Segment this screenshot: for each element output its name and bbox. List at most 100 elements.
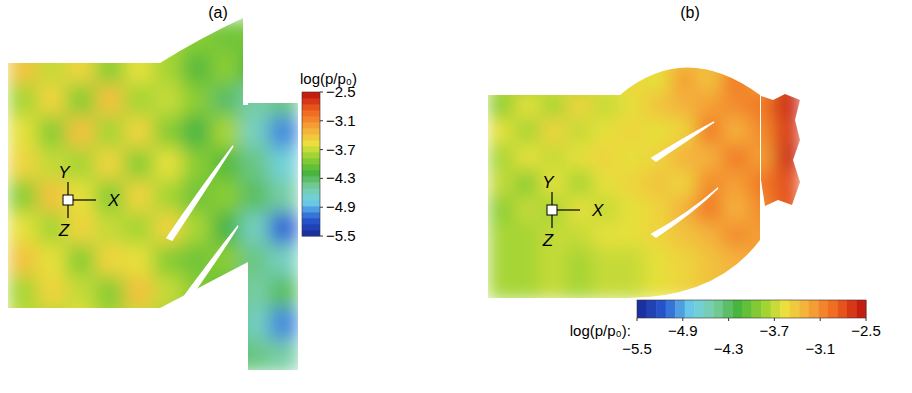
cell (540, 274, 567, 301)
cell (488, 92, 515, 119)
cell (95, 340, 125, 373)
cell (696, 66, 723, 93)
cell (514, 248, 541, 275)
cell (95, 84, 125, 117)
cell (618, 170, 645, 197)
colorbar-band (666, 300, 676, 318)
colorbar-band (742, 300, 752, 318)
cell (8, 116, 38, 149)
cell (618, 196, 645, 223)
colorbar-tick-label: −5.5 (326, 227, 356, 244)
cell (774, 248, 801, 275)
cell (95, 244, 125, 277)
colorbar-tick (320, 149, 323, 150)
colorbar-tick (320, 236, 323, 237)
cell (8, 180, 38, 213)
cell (95, 52, 125, 85)
panel-label: (a) (208, 4, 228, 21)
cell (618, 92, 645, 119)
colorbar-band (302, 200, 320, 206)
colorbar-tick (728, 318, 729, 321)
cell (670, 170, 697, 197)
cell (566, 92, 593, 119)
axis-label: X (591, 201, 604, 220)
cells (8, 20, 299, 373)
panel-label: (b) (680, 4, 700, 21)
cell (124, 340, 154, 373)
cell (153, 180, 183, 213)
cell (66, 52, 96, 85)
cell (8, 340, 38, 373)
cell (774, 170, 801, 197)
colorbar-band (790, 300, 800, 318)
cell (670, 40, 697, 67)
cell (566, 40, 593, 67)
cell (748, 196, 775, 223)
cell (748, 144, 775, 171)
cell (514, 170, 541, 197)
colorbar-band (302, 110, 320, 116)
cell (696, 170, 723, 197)
cell (592, 222, 619, 249)
cell (514, 274, 541, 301)
cell (66, 340, 96, 373)
cell (540, 248, 567, 275)
cell (269, 52, 299, 85)
cell (748, 274, 775, 301)
cell (37, 340, 67, 373)
cell (618, 118, 645, 145)
axis-label: Z (542, 231, 554, 250)
cell (644, 248, 671, 275)
colorbar-tick-label: −2.5 (851, 322, 881, 339)
cell (748, 118, 775, 145)
cell (95, 20, 125, 53)
cell (37, 52, 67, 85)
cell (514, 222, 541, 249)
cell (566, 144, 593, 171)
cell (514, 66, 541, 93)
colorbar-band (302, 140, 320, 146)
cell (95, 308, 125, 341)
cell (240, 276, 270, 309)
cell (66, 244, 96, 277)
axis-label: X (107, 191, 120, 210)
cell (696, 196, 723, 223)
cell (618, 222, 645, 249)
cell (644, 274, 671, 301)
colorbar: log(p/p₀):−5.5−4.9−4.3−3.7−3.1−2.5 (570, 300, 881, 357)
cell (240, 20, 270, 53)
cell (618, 66, 645, 93)
cell (566, 222, 593, 249)
cell (182, 148, 212, 181)
cell (540, 40, 567, 67)
cell (182, 84, 212, 117)
cell (37, 180, 67, 213)
cell (8, 212, 38, 245)
colorbar-tick (820, 318, 821, 321)
blade (170, 226, 238, 318)
cell (182, 116, 212, 149)
cell (269, 180, 299, 213)
colorbar-tick (866, 318, 867, 321)
cell (488, 66, 515, 93)
cell (240, 340, 270, 373)
colorbar-band (847, 300, 857, 318)
colorbar-band (302, 134, 320, 140)
cell (240, 244, 270, 277)
triad-origin (63, 195, 73, 205)
colorbar-tick (774, 318, 775, 321)
cell (722, 274, 749, 301)
cell (95, 180, 125, 213)
cell (722, 92, 749, 119)
colorbar-band (856, 300, 866, 318)
cell (182, 20, 212, 53)
colorbar-band (302, 158, 320, 164)
cell (514, 92, 541, 119)
cell (182, 52, 212, 85)
cell (8, 52, 38, 85)
cell (722, 66, 749, 93)
colorbar-band (302, 182, 320, 188)
cell (240, 52, 270, 85)
cell (566, 196, 593, 223)
colorbar-label: log(p/p₀): (570, 322, 631, 339)
